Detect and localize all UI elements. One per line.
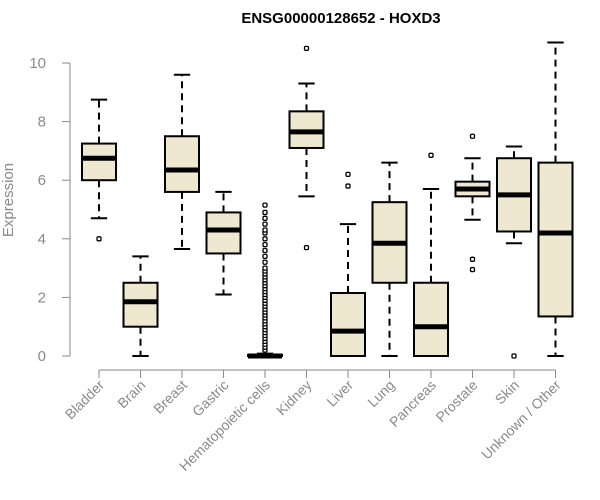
y-tick-label: 10 <box>29 55 46 72</box>
box-prostate <box>454 133 491 273</box>
outlier-point <box>428 152 434 158</box>
outlier-point <box>345 183 351 189</box>
y-axis: 0 2 4 6 8 10 <box>29 55 71 365</box>
x-tick-label-liver: Liver <box>323 377 356 410</box>
box-breast <box>164 73 200 251</box>
box-brain <box>122 255 159 357</box>
outlier-point <box>262 265 268 271</box>
x-tick-label-prostate: Prostate <box>432 377 480 425</box>
x-tick-label-breast: Breast <box>150 377 190 417</box>
box-iqr <box>205 211 242 255</box>
outlier-point <box>262 259 268 265</box>
x-tick-label-lung: Lung <box>364 377 397 410</box>
y-axis-label: Expression <box>0 163 17 237</box>
box-skin <box>496 145 532 359</box>
outlier-point <box>511 353 517 359</box>
box-iqr <box>537 161 574 318</box>
outlier-point <box>303 45 310 51</box>
outlier-point <box>262 215 268 221</box>
y-tick-label: 8 <box>38 114 46 131</box>
outlier-point <box>96 236 102 242</box>
outlier-point <box>262 247 268 254</box>
outlier-point <box>262 253 268 260</box>
x-tick-label-unknown-other: Unknown / Other <box>478 377 564 463</box>
outlier-point <box>469 256 476 262</box>
outlier-point <box>262 202 268 208</box>
outlier-point <box>262 242 268 248</box>
outlier-point <box>345 171 351 177</box>
y-tick-label: 6 <box>38 172 46 189</box>
outlier-point <box>262 221 268 227</box>
outlier-point <box>262 209 268 216</box>
x-tick-label-skin: Skin <box>492 377 523 408</box>
box-liver <box>330 171 366 358</box>
chart-title: ENSG00000128652 - HOXD3 <box>241 10 440 27</box>
box-lung <box>371 161 408 357</box>
box-kidney <box>288 45 325 251</box>
box-unknown-other <box>537 41 574 357</box>
box-iqr <box>413 281 449 357</box>
box-iqr <box>330 292 366 358</box>
box-bladder <box>81 98 117 242</box>
box-iqr <box>164 135 200 193</box>
outlier-point <box>262 227 268 233</box>
y-tick-label: 2 <box>38 289 46 306</box>
x-tick-label-brain: Brain <box>114 377 148 411</box>
outlier-point <box>262 236 268 242</box>
x-tick-label-kidney: Kidney <box>273 377 315 419</box>
box-iqr <box>81 142 117 182</box>
box-hematopoietic-cells <box>247 202 283 359</box>
box-iqr <box>122 281 159 328</box>
outlier-point <box>469 266 476 273</box>
y-tick-label: 0 <box>38 348 46 365</box>
box-gastric <box>205 190 242 296</box>
x-tick-label-bladder: Bladder <box>62 377 108 423</box>
box-pancreas <box>413 152 449 357</box>
boxes <box>81 41 574 359</box>
outlier-point <box>303 244 310 251</box>
y-tick-label: 4 <box>38 231 46 248</box>
outlier-point <box>469 133 476 139</box>
